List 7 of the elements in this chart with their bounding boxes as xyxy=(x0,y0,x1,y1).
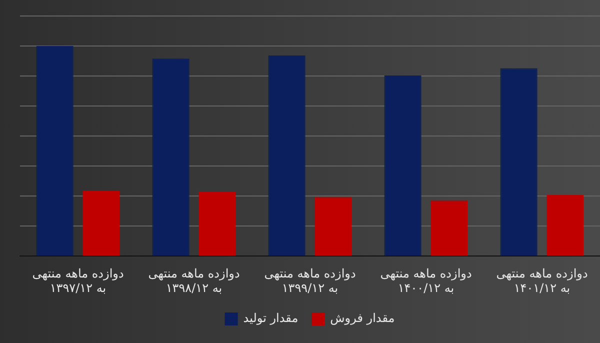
x-tick-label: دوازده ماهه منتهی به ۱۴۰۱/۱۲ xyxy=(496,266,588,295)
x-tick-label: دوازده ماهه منتهی به ۱۳۹۸/۱۲ xyxy=(148,266,240,295)
x-tick-label: دوازده ماهه منتهی به ۱۴۰۰/۱۲ xyxy=(380,266,472,295)
x-tick-label: دوازده ماهه منتهی به ۱۳۹۹/۱۲ xyxy=(264,266,356,295)
legend-label: مقدار فروش xyxy=(330,311,395,326)
legend-label: مقدار تولید xyxy=(243,311,298,326)
x-tick-label: دوازده ماهه منتهی به ۱۳۹۷/۱۲ xyxy=(32,266,124,295)
